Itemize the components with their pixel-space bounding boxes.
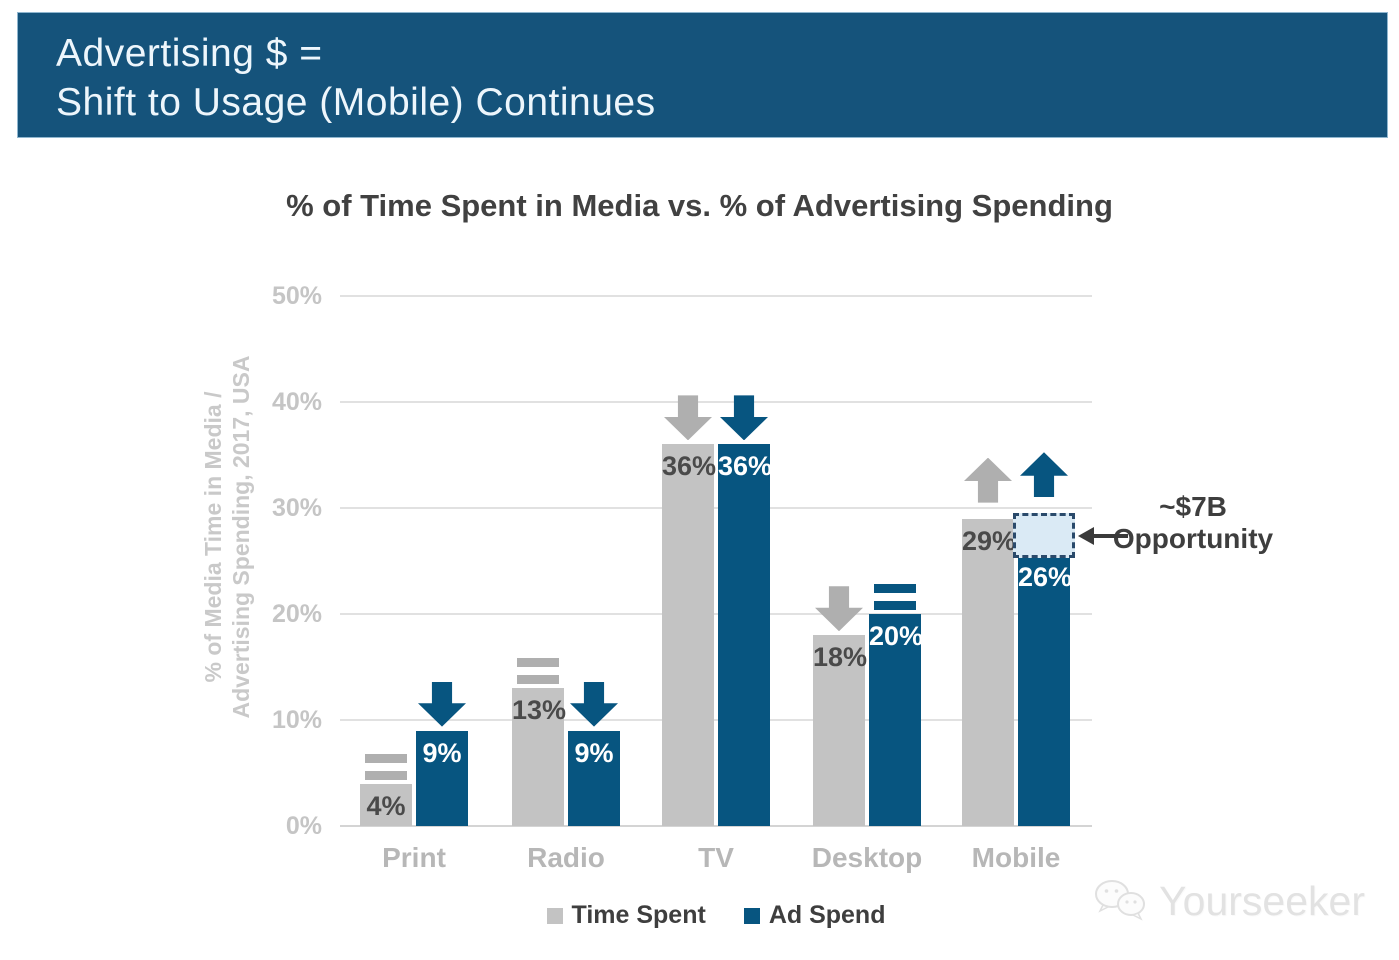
bar-mobile-time-spent (962, 518, 1014, 826)
bar-value-label-radio-time-spent: 13% (512, 695, 567, 726)
slide-header-line2: Shift to Usage (Mobile) Continues (56, 81, 656, 124)
legend-label: Ad Spend (768, 901, 886, 929)
bar-radio-ad-spend (568, 730, 620, 826)
trend-equal-bar (874, 584, 916, 593)
bar-print-time-spent (360, 783, 412, 826)
bar-tv-ad-spend (718, 444, 770, 826)
watermark: Yourseeker (1091, 876, 1365, 926)
gridline-20pct (340, 613, 1092, 615)
trend-equal-icon-print-time-spent (365, 753, 407, 780)
trend-equal-bar (517, 675, 559, 685)
y-tick-label: 10% (271, 706, 322, 734)
trend-equal-bar (365, 753, 407, 763)
annotation-opportunity-line2: Opportunity (1112, 523, 1274, 554)
bar-value-label-radio-ad-spend: 9% (574, 737, 614, 768)
bar-mobile-ad-spend (1018, 550, 1070, 826)
x-axis-label-radio: Radio (527, 842, 605, 873)
gridline-10pct (340, 719, 1092, 721)
bar-value-label-desktop-ad-spend: 20% (869, 621, 924, 651)
legend-item-ad-spend: Ad Spend (743, 901, 886, 930)
x-axis-label-print: Print (382, 842, 446, 873)
legend-swatch (546, 907, 563, 924)
trend-equal-icon-desktop-ad-spend (874, 584, 916, 610)
trend-equal-bar (365, 770, 407, 780)
bar-value-label-print-ad-spend: 9% (422, 737, 462, 768)
legend-label: Time Spent (571, 901, 706, 929)
annotation-opportunity-line1: ~$7B (1159, 491, 1227, 522)
x-axis-label-tv: TV (698, 842, 734, 873)
annotation-arrowhead-icon (1078, 527, 1094, 545)
bar-value-label-mobile-time-spent: 29% (962, 525, 1017, 556)
y-tick-label: 50% (271, 282, 322, 310)
chart-title: % of Time Spent in Media vs. % of Advert… (286, 188, 1113, 223)
x-axis-label-mobile: Mobile (971, 842, 1061, 873)
trend-down-arrow-icon-desktop-time-spent (815, 586, 863, 632)
gridline-30pct (340, 507, 1092, 509)
trend-up-arrow-icon-mobile-time-spent (964, 457, 1012, 503)
trend-equal-bar (874, 601, 916, 610)
bar-desktop-time-spent (813, 635, 865, 826)
bar-radio-time-spent (512, 688, 564, 826)
y-tick-label: 40% (271, 388, 322, 416)
bar-value-label-tv-time-spent: 36% (662, 451, 717, 482)
trend-equal-bar (517, 658, 559, 668)
wechat-icon (1095, 880, 1146, 921)
trend-up-arrow-icon-mobile-ad-spend (1020, 452, 1068, 498)
bar-value-label-desktop-time-spent: 18% (813, 642, 868, 673)
watermark-text: Yourseeker (1159, 877, 1365, 924)
slide-header-line1: Advertising $ = (56, 32, 323, 75)
gridline-40pct (340, 401, 1092, 403)
y-tick-label: 30% (271, 494, 322, 522)
legend-item-time-spent: Time Spent (546, 901, 706, 930)
annotation-arrow-icon (1092, 534, 1128, 538)
legend: Time Spent Ad Spend (340, 901, 1092, 930)
bar-tv-time-spent (662, 444, 714, 826)
gridline-50pct (340, 295, 1092, 297)
bar-value-label-mobile-ad-spend: 26% (1018, 562, 1073, 593)
x-axis-label-desktop: Desktop (811, 842, 923, 873)
gridline-0pct (340, 825, 1092, 827)
trend-equal-icon-radio-time-spent (517, 658, 559, 685)
bar-desktop-ad-spend (869, 614, 921, 826)
opportunity-box (1013, 513, 1075, 559)
slide-header: Advertising $ = Shift to Usage (Mobile) … (17, 12, 1388, 138)
y-tick-label: 0% (285, 812, 322, 840)
bar-value-label-print-time-spent: 4% (366, 790, 406, 821)
bar-value-label-tv-ad-spend: 36% (718, 451, 773, 482)
annotation-opportunity: ~$7B Opportunity (1093, 491, 1293, 555)
bar-print-ad-spend (416, 730, 468, 826)
y-tick-label: 20% (271, 600, 322, 628)
legend-swatch (743, 907, 760, 924)
